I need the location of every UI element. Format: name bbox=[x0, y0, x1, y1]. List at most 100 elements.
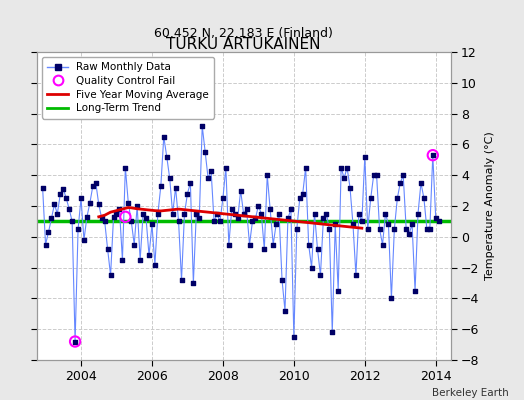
Point bbox=[420, 195, 428, 202]
Point bbox=[432, 215, 440, 222]
Point bbox=[343, 164, 351, 171]
Point bbox=[234, 215, 242, 222]
Point bbox=[375, 226, 384, 232]
Point bbox=[287, 206, 295, 212]
Point bbox=[68, 218, 77, 225]
Point bbox=[346, 184, 354, 191]
Point bbox=[139, 210, 147, 217]
Point bbox=[308, 264, 316, 271]
Point bbox=[92, 180, 100, 186]
Point bbox=[103, 246, 112, 252]
Point bbox=[157, 183, 165, 189]
Point bbox=[189, 280, 198, 286]
Point bbox=[71, 338, 79, 345]
Point bbox=[86, 200, 94, 206]
Point bbox=[358, 218, 366, 225]
Point bbox=[316, 272, 325, 278]
Point bbox=[110, 214, 118, 220]
Point bbox=[349, 221, 357, 228]
Point bbox=[106, 272, 115, 278]
Point bbox=[121, 164, 129, 171]
Point bbox=[80, 237, 88, 243]
Point bbox=[142, 215, 150, 222]
Point bbox=[83, 214, 91, 220]
Point bbox=[145, 252, 153, 258]
Point bbox=[118, 257, 127, 263]
Point bbox=[381, 210, 390, 217]
Point bbox=[399, 172, 407, 178]
Point bbox=[304, 241, 313, 248]
Point bbox=[201, 149, 210, 155]
Point bbox=[213, 210, 221, 217]
Point bbox=[89, 183, 97, 189]
Title: TURKU ARTUKAINEN: TURKU ARTUKAINEN bbox=[167, 37, 321, 52]
Point bbox=[319, 215, 328, 222]
Point bbox=[408, 221, 416, 228]
Point bbox=[71, 338, 79, 345]
Point bbox=[148, 221, 156, 228]
Point bbox=[243, 206, 251, 212]
Point bbox=[195, 215, 203, 222]
Point bbox=[390, 226, 399, 232]
Point bbox=[65, 206, 73, 212]
Point bbox=[204, 175, 212, 182]
Point bbox=[366, 195, 375, 202]
Point bbox=[378, 241, 387, 248]
Point bbox=[97, 215, 106, 222]
Point bbox=[337, 164, 345, 171]
Point bbox=[59, 186, 68, 192]
Point bbox=[112, 210, 121, 217]
Point bbox=[236, 187, 245, 194]
Point bbox=[405, 230, 413, 237]
Point bbox=[245, 241, 254, 248]
Point bbox=[130, 241, 138, 248]
Point bbox=[290, 334, 298, 340]
Point bbox=[310, 210, 319, 217]
Point bbox=[180, 210, 189, 217]
Point bbox=[136, 257, 144, 263]
Point bbox=[355, 210, 363, 217]
Point bbox=[292, 226, 301, 232]
Point bbox=[166, 175, 174, 182]
Point bbox=[269, 241, 277, 248]
Text: Berkeley Earth: Berkeley Earth bbox=[432, 388, 508, 398]
Point bbox=[429, 152, 437, 158]
Point bbox=[425, 226, 434, 232]
Point bbox=[74, 226, 82, 232]
Point bbox=[47, 215, 56, 222]
Point bbox=[417, 180, 425, 186]
Point bbox=[121, 214, 129, 220]
Point bbox=[186, 180, 194, 186]
Point bbox=[331, 221, 340, 228]
Point bbox=[127, 218, 136, 225]
Point bbox=[62, 195, 70, 202]
Point bbox=[227, 206, 236, 212]
Point bbox=[162, 154, 171, 160]
Point bbox=[313, 246, 322, 252]
Point bbox=[231, 210, 239, 217]
Point bbox=[160, 134, 168, 140]
Point bbox=[299, 190, 307, 197]
Point bbox=[272, 221, 280, 228]
Point bbox=[183, 190, 192, 197]
Point bbox=[373, 172, 381, 178]
Point bbox=[56, 190, 64, 197]
Point bbox=[281, 308, 289, 314]
Point bbox=[38, 184, 47, 191]
Point bbox=[248, 218, 257, 225]
Point bbox=[225, 241, 233, 248]
Point bbox=[77, 195, 85, 202]
Point bbox=[177, 277, 185, 283]
Point bbox=[198, 123, 206, 129]
Point bbox=[423, 226, 431, 232]
Point bbox=[283, 215, 292, 222]
Point bbox=[352, 272, 360, 278]
Point bbox=[192, 210, 201, 217]
Point bbox=[133, 203, 141, 209]
Point bbox=[174, 218, 183, 225]
Point bbox=[396, 180, 405, 186]
Point bbox=[257, 210, 266, 217]
Point bbox=[402, 226, 410, 232]
Point bbox=[301, 164, 310, 171]
Point bbox=[266, 206, 275, 212]
